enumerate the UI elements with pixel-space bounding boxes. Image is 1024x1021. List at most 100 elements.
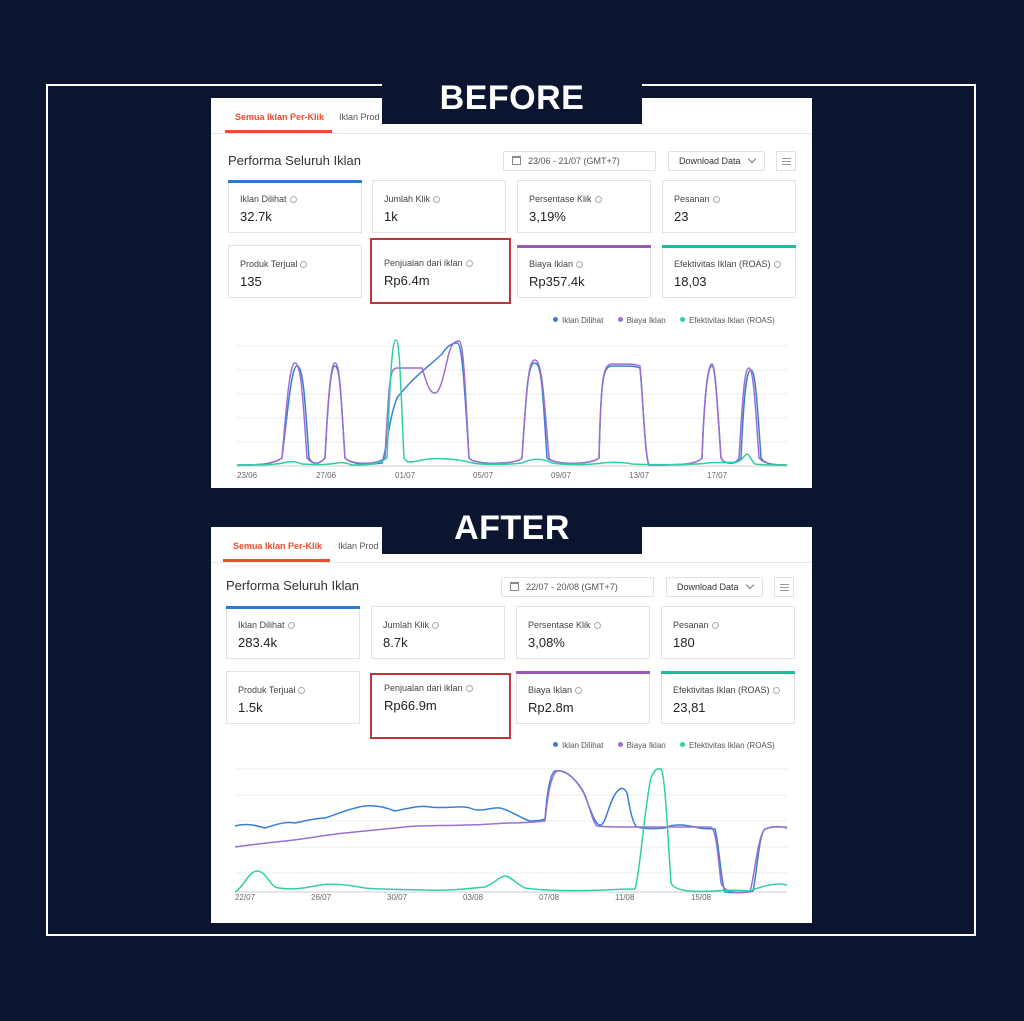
metric-value: Rp66.9m xyxy=(384,698,437,713)
metric-title: Persentase Klik xyxy=(528,620,591,630)
legend-item-impressions[interactable]: Iklan Dilihat xyxy=(553,316,603,325)
chevron-down-icon xyxy=(747,154,757,164)
legend-item-roas[interactable]: Efektivitas Iklan (ROAS) xyxy=(679,741,775,750)
x-tick: 13/07 xyxy=(629,471,650,480)
metric-card-orders[interactable]: Pesanan 23 xyxy=(662,180,796,233)
card-accent xyxy=(516,671,650,674)
metric-card-roas[interactable]: Efektivitas Iklan (ROAS) 18,03 xyxy=(662,245,796,298)
metric-value: 8.7k xyxy=(383,635,408,650)
metric-title: Biaya Iklan xyxy=(529,259,574,269)
metric-card-ad-cost[interactable]: Biaya Iklan Rp357.4k xyxy=(517,245,651,298)
chevron-down-icon xyxy=(745,580,755,590)
metric-card-orders[interactable]: Pesanan 180 xyxy=(661,606,795,659)
x-tick: 05/07 xyxy=(473,471,494,480)
metric-title: Iklan Dilihat xyxy=(238,620,285,630)
menu-icon xyxy=(782,158,791,159)
metric-title: Iklan Dilihat xyxy=(240,194,287,204)
card-accent xyxy=(662,245,796,248)
metric-card-ad-sales[interactable]: Penjualan dari iklan Rp6.4m xyxy=(370,238,511,304)
metric-card-products-sold[interactable]: Produk Terjual 135 xyxy=(228,245,362,298)
metric-card-impressions[interactable]: Iklan Dilihat 283.4k xyxy=(226,606,360,659)
date-range-picker[interactable]: 23/06 - 21/07 (GMT+7) xyxy=(503,151,656,171)
roas-line xyxy=(235,767,787,893)
performance-chart xyxy=(235,767,787,894)
x-tick: 26/07 xyxy=(311,893,332,902)
info-icon xyxy=(300,261,308,268)
date-range-picker[interactable]: 22/07 - 20/08 (GMT+7) xyxy=(501,577,654,597)
metric-card-products-sold[interactable]: Produk Terjual 1.5k xyxy=(226,671,360,724)
chart-menu-button[interactable] xyxy=(774,577,794,597)
info-icon xyxy=(433,196,441,203)
before-panel: Semua Iklan Per-Klik Iklan Prod Performa… xyxy=(211,98,812,488)
chart-menu-button[interactable] xyxy=(776,151,796,171)
active-tab-indicator xyxy=(225,130,332,133)
x-tick: 27/06 xyxy=(316,471,337,480)
info-icon xyxy=(289,196,297,203)
info-icon xyxy=(594,196,602,203)
info-icon xyxy=(772,687,780,694)
legend-item-impressions[interactable]: Iklan Dilihat xyxy=(553,741,603,750)
after-panel: Semua Iklan Per-Klik Iklan Prod Performa… xyxy=(211,527,812,923)
info-icon xyxy=(773,261,781,268)
date-range-text: 23/06 - 21/07 (GMT+7) xyxy=(528,156,620,166)
menu-icon xyxy=(780,584,789,585)
metric-value: 1.5k xyxy=(238,700,263,715)
metric-value: 135 xyxy=(240,274,262,289)
metric-value: 32.7k xyxy=(240,209,272,224)
metric-value: 1k xyxy=(384,209,398,224)
metric-title: Efektivitas Iklan (ROAS) xyxy=(674,259,771,269)
performance-chart xyxy=(237,339,787,467)
x-tick: 23/06 xyxy=(237,471,258,480)
x-tick: 30/07 xyxy=(387,893,408,902)
x-tick: 11/08 xyxy=(615,893,635,902)
x-tick: 09/07 xyxy=(551,471,572,480)
tab-product-ads[interactable]: Iklan Prod xyxy=(339,112,380,122)
tab-bar: Semua Iklan Per-Klik Iklan Prod xyxy=(211,98,812,134)
tab-product-ads[interactable]: Iklan Prod xyxy=(338,541,379,551)
metric-value: Rp357.4k xyxy=(529,274,585,289)
legend-item-cost[interactable]: Biaya Iklan xyxy=(617,741,666,750)
legend-item-roas[interactable]: Efektivitas Iklan (ROAS) xyxy=(679,316,775,325)
date-range-text: 22/07 - 20/08 (GMT+7) xyxy=(526,582,618,592)
metric-card-ctr[interactable]: Persentase Klik 3,19% xyxy=(517,180,651,233)
metric-title: Biaya Iklan xyxy=(528,685,573,695)
metric-card-ad-cost[interactable]: Biaya Iklan Rp2.8m xyxy=(516,671,650,724)
metric-title: Penjualan dari iklan xyxy=(384,258,463,268)
legend-item-cost[interactable]: Biaya Iklan xyxy=(617,316,666,325)
chart-legend: Iklan Dilihat Biaya Iklan Efektivitas Ik… xyxy=(541,741,775,750)
metric-title: Jumlah Klik xyxy=(383,620,430,630)
info-icon xyxy=(465,685,473,692)
tab-all-ads[interactable]: Semua Iklan Per-Klik xyxy=(233,541,323,551)
section-title: Performa Seluruh Iklan xyxy=(226,578,359,593)
metric-card-clicks[interactable]: Jumlah Klik 8.7k xyxy=(371,606,505,659)
after-label: AFTER xyxy=(382,502,642,554)
info-icon xyxy=(712,196,720,203)
impressions-line xyxy=(235,770,787,894)
x-tick: 03/08 xyxy=(463,893,484,902)
x-tick: 01/07 xyxy=(395,471,416,480)
x-tick: 07/08 xyxy=(539,893,560,902)
metric-card-clicks[interactable]: Jumlah Klik 1k xyxy=(372,180,506,233)
metric-title: Pesanan xyxy=(673,620,709,630)
tab-all-ads[interactable]: Semua Iklan Per-Klik xyxy=(235,112,325,122)
cost-line xyxy=(237,340,787,466)
download-label: Download Data xyxy=(679,156,741,166)
metric-value: 3,08% xyxy=(528,635,565,650)
metric-card-impressions[interactable]: Iklan Dilihat 32.7k xyxy=(228,180,362,233)
info-icon xyxy=(576,261,584,268)
metric-value: 23 xyxy=(674,209,689,224)
calendar-icon xyxy=(512,156,521,165)
download-data-button[interactable]: Download Data xyxy=(668,151,765,171)
metric-card-ad-sales[interactable]: Penjualan dari iklan Rp66.9m xyxy=(370,673,511,739)
metric-card-ctr[interactable]: Persentase Klik 3,08% xyxy=(516,606,650,659)
x-tick: 22/07 xyxy=(235,893,256,902)
metric-value: 18,03 xyxy=(674,274,707,289)
metric-title: Pesanan xyxy=(674,194,710,204)
section-title: Performa Seluruh Iklan xyxy=(228,153,361,168)
card-accent xyxy=(226,606,360,609)
info-icon xyxy=(575,687,583,694)
metric-value: 23,81 xyxy=(673,700,706,715)
metric-card-roas[interactable]: Efektivitas Iklan (ROAS) 23,81 xyxy=(661,671,795,724)
metric-title: Produk Terjual xyxy=(238,685,296,695)
download-data-button[interactable]: Download Data xyxy=(666,577,763,597)
